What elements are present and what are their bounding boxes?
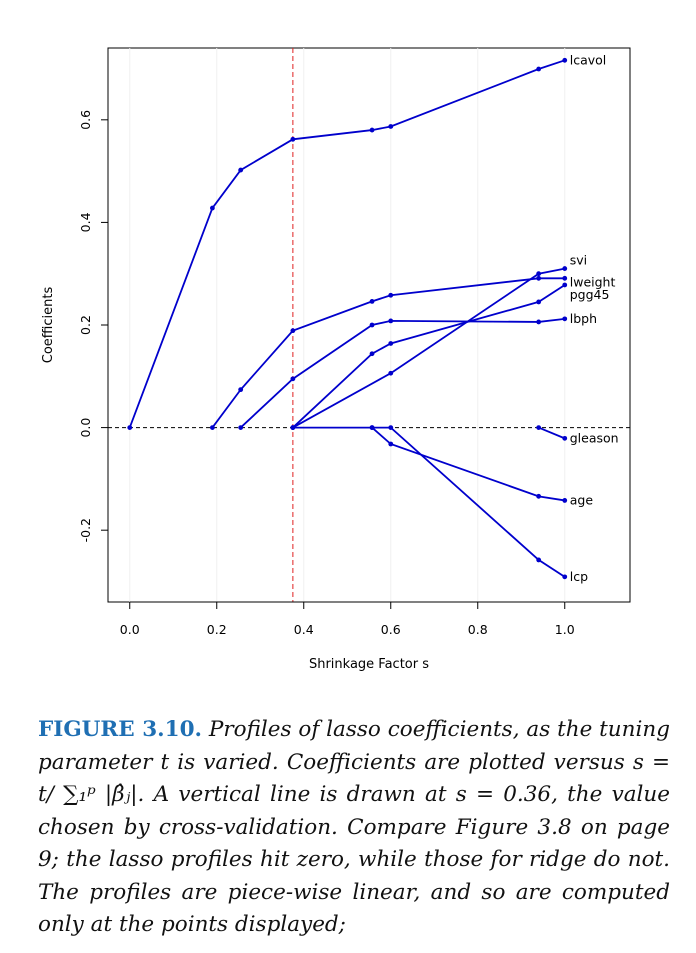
y-tick-label-0: -0.2: [78, 518, 93, 542]
series-line-gleason: [538, 426, 566, 440]
x-tick-label-4: 0.8: [468, 622, 488, 637]
x-tick-label-1: 0.2: [207, 622, 227, 637]
point-lbph-1: [290, 376, 296, 382]
point-svi-2: [536, 271, 542, 277]
point-pgg45-3: [536, 299, 542, 305]
series-label-lcp: lcp: [570, 569, 588, 584]
point-pgg45-4: [562, 282, 568, 288]
series-label-pgg45: pgg45: [570, 287, 610, 302]
point-lcp-1: [369, 425, 375, 430]
point-lbph-3: [388, 318, 394, 324]
point-lweight-0: [210, 425, 215, 430]
series-layer: [127, 57, 568, 580]
point-age-1: [388, 441, 394, 447]
y-tick-label-2: 0.2: [78, 315, 93, 335]
y-axis: -0.2 0.0 0.2 0.4 0.6: [78, 110, 109, 542]
figure-label: FIGURE 3.10.: [38, 717, 203, 742]
point-pgg45-2: [388, 341, 394, 346]
point-lcavol-2: [238, 167, 244, 173]
point-lcavol-3: [290, 136, 296, 142]
series-label-lweight: lweight: [570, 274, 616, 289]
point-lcavol-4: [369, 127, 375, 133]
point-age-2: [536, 493, 542, 499]
series-line-pgg45: [292, 284, 566, 429]
point-lcp-4: [562, 574, 568, 580]
caption-text: Profiles of lasso coefficients, as the t…: [38, 717, 670, 937]
series-label-svi: svi: [570, 253, 587, 268]
y-axis-label: Coefficients: [41, 287, 56, 364]
x-axis: 0.0 0.2 0.4 0.6 0.8 1.0: [120, 601, 575, 637]
x-tick-label-0: 0.0: [120, 622, 140, 637]
series-label-age: age: [570, 492, 594, 507]
point-lcp-3: [536, 557, 542, 563]
point-pgg45-1: [369, 351, 375, 357]
point-svi-1: [388, 370, 394, 376]
y-tick-label-3: 0.4: [78, 212, 93, 232]
x-axis-label: Shrinkage Factor s: [309, 657, 429, 672]
point-svi-3: [562, 266, 568, 271]
point-lcavol-7: [562, 57, 568, 63]
point-gleason-1: [562, 435, 568, 441]
series-line-age: [371, 426, 565, 502]
x-tick-label-5: 1.0: [555, 622, 575, 637]
figure-caption: FIGURE 3.10. Profiles of lasso coefficie…: [38, 714, 670, 942]
x-tick-label-2: 0.4: [294, 622, 314, 637]
y-tick-label-4: 0.6: [78, 110, 93, 130]
point-lcp-0: [290, 425, 296, 430]
x-tick-label-3: 0.6: [381, 622, 401, 637]
series-label-gleason: gleason: [570, 430, 619, 445]
series-label-lcavol: lcavol: [570, 52, 607, 67]
point-lweight-5: [536, 275, 542, 281]
point-lcavol-6: [536, 66, 542, 72]
point-lbph-4: [536, 319, 542, 325]
series-line-lcp: [292, 426, 566, 578]
point-lbph-5: [562, 316, 568, 322]
series-line-svi: [292, 267, 565, 429]
point-lbph-0: [238, 425, 244, 430]
point-lweight-2: [290, 328, 296, 334]
point-lbph-2: [369, 322, 375, 328]
grid-lines: [129, 48, 566, 602]
series-line-lbph: [240, 317, 565, 429]
series-line-lcavol: [128, 59, 566, 428]
y-tick-label-1: 0.0: [78, 418, 93, 438]
point-age-3: [562, 498, 568, 503]
series-label-lbph: lbph: [570, 311, 597, 326]
point-gleason-0: [536, 425, 542, 430]
point-lcavol-1: [210, 205, 215, 211]
point-lcavol-5: [388, 124, 394, 129]
point-lweight-1: [238, 387, 244, 393]
point-lcavol-0: [127, 425, 133, 430]
point-lweight-4: [388, 292, 394, 298]
point-lweight-6: [562, 275, 568, 281]
point-lcp-2: [388, 425, 394, 430]
point-lweight-3: [369, 299, 375, 304]
